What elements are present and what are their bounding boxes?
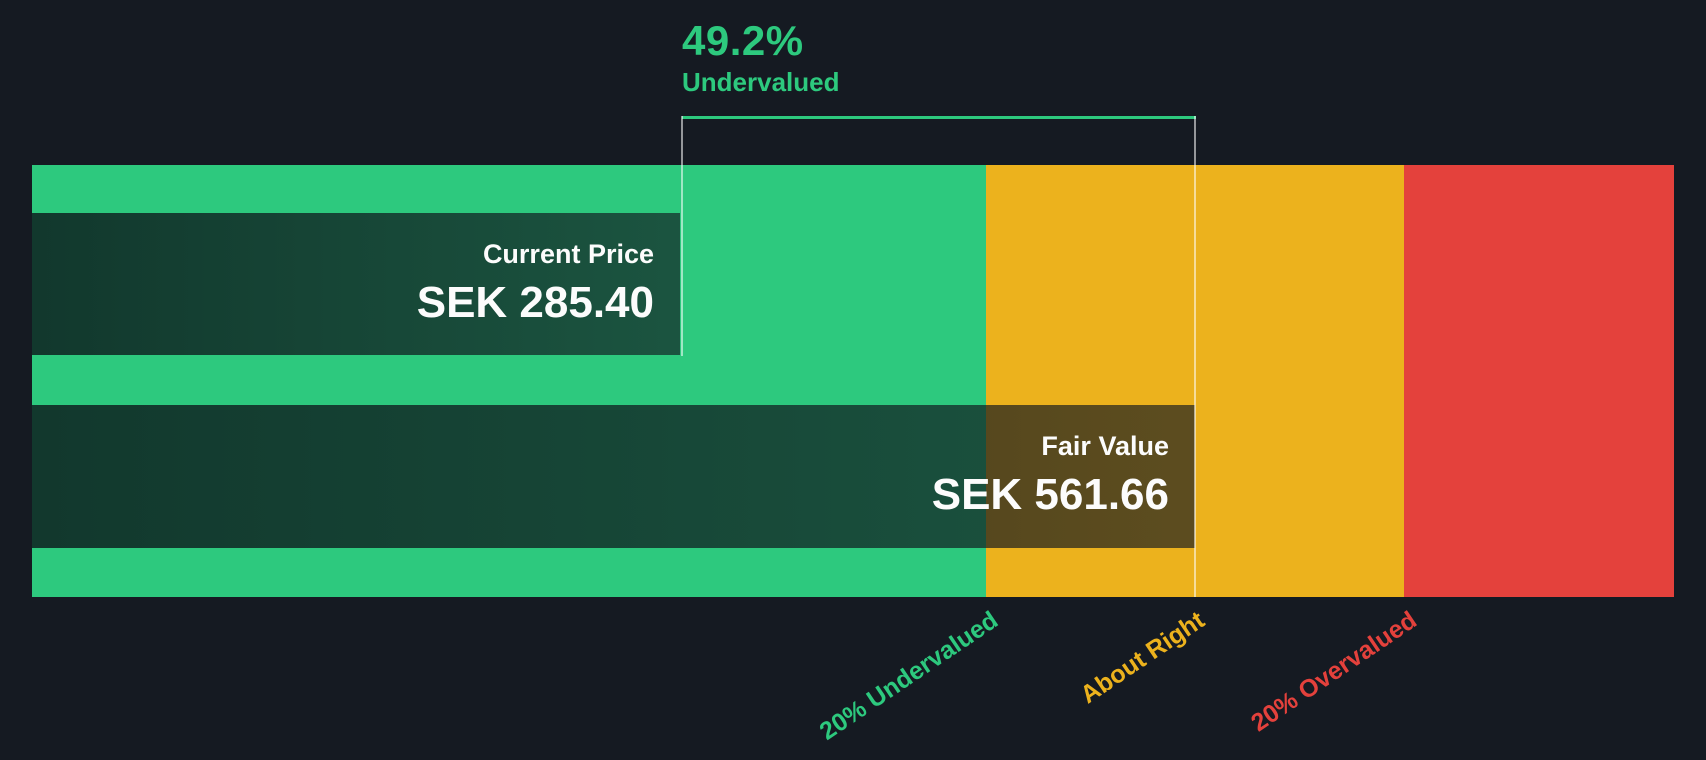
fair-value-marker-line (1194, 116, 1196, 597)
valuation-band: Current Price SEK 285.40 Fair Value SEK … (32, 165, 1674, 597)
current-price-label: Current Price (482, 238, 654, 269)
fair-value-bar: Fair Value SEK 561.66 (32, 405, 1195, 548)
current-price-value: SEK 285.40 (416, 277, 654, 327)
discount-label: Undervalued (682, 67, 840, 98)
zone-label-overvalued: 20% Overvalued (1245, 606, 1422, 738)
current-price-bar: Current Price SEK 285.40 (32, 213, 680, 355)
fair-value-value: SEK 561.66 (931, 470, 1169, 520)
discount-percent: 49.2% (682, 17, 804, 64)
overvalued-zone (1404, 165, 1674, 597)
current-price-marker-line (681, 116, 683, 356)
zone-label-undervalued: 20% Undervalued (814, 606, 1003, 746)
fair-value-label: Fair Value (1041, 431, 1169, 462)
zone-label-about-right: About Right (1075, 606, 1210, 710)
comparison-bracket-line (682, 116, 1196, 119)
discount-annotation: 49.2% Undervalued (682, 17, 840, 98)
